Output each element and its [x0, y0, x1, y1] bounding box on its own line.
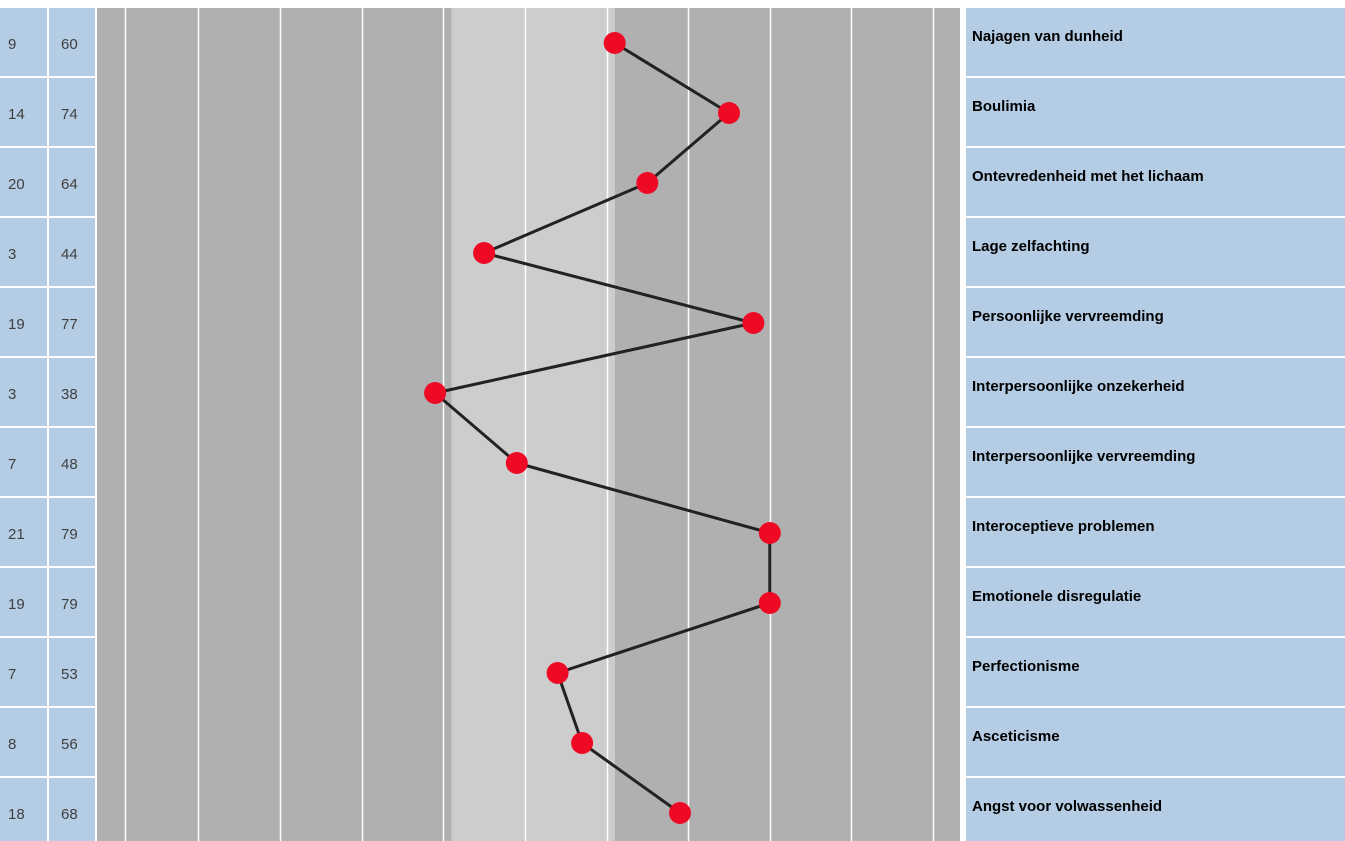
raw-score-cell: [0, 568, 47, 636]
raw-score-label: 8: [8, 736, 16, 753]
standard-score-label: 38: [61, 386, 78, 403]
standard-score-label: 44: [61, 246, 78, 263]
scale-label-cell: [966, 568, 1345, 636]
scale-name-label: Interpersoonlijke vervreemding: [972, 448, 1195, 465]
raw-score-cell: [0, 8, 47, 76]
standard-score-label: 79: [61, 596, 78, 613]
raw-score-label: 7: [8, 456, 16, 473]
scale-name-label: Interpersoonlijke onzekerheid: [972, 378, 1185, 395]
data-point-marker: [742, 312, 765, 334]
standard-score-cell: [49, 498, 95, 566]
raw-score-label: 19: [8, 316, 25, 333]
data-point-marker: [505, 452, 528, 474]
data-point-marker: [758, 592, 781, 614]
standard-score-label: 60: [61, 36, 78, 53]
scale-label-cell: [966, 78, 1345, 146]
scale-label-cell: [966, 218, 1345, 286]
scale-name-label: Lage zelfachting: [972, 238, 1090, 255]
scale-name-label: Najagen van dunheid: [972, 28, 1123, 45]
standard-score-cell: [49, 778, 95, 841]
scale-label-cell: [966, 778, 1345, 841]
scale-label-cell: [966, 148, 1345, 216]
standard-score-cell: [49, 218, 95, 286]
data-point-marker: [636, 172, 659, 194]
standard-score-label: 74: [61, 106, 78, 123]
data-point-marker: [718, 102, 740, 124]
raw-score-label: 3: [8, 246, 16, 263]
scale-name-label: Boulimia: [972, 98, 1036, 115]
plot-band: [614, 8, 960, 841]
scale-name-label: Persoonlijke vervreemding: [972, 308, 1164, 325]
standard-score-cell: [49, 8, 95, 76]
scale-name-label: Perfectionisme: [972, 658, 1080, 675]
data-point-marker: [571, 732, 594, 754]
raw-score-label: 7: [8, 666, 16, 683]
raw-score-cell: [0, 218, 47, 286]
data-point-marker: [546, 662, 569, 684]
scale-name-label: Interoceptieve problemen: [972, 518, 1155, 535]
data-point-marker: [603, 32, 626, 54]
raw-score-label: 21: [8, 526, 25, 543]
standard-score-cell: [49, 78, 95, 146]
raw-score-cell: [0, 498, 47, 566]
scale-label-cell: [966, 288, 1345, 356]
data-point-marker: [758, 522, 781, 544]
standard-score-cell: [49, 288, 95, 356]
data-point-marker: [424, 382, 447, 404]
raw-score-cell: [0, 358, 47, 426]
standard-score-label: 79: [61, 526, 78, 543]
standard-score-cell: [49, 568, 95, 636]
scale-label-cell: [966, 638, 1345, 706]
standard-score-cell: [49, 708, 95, 776]
plot-band: [97, 8, 452, 841]
scale-label-cell: [966, 708, 1345, 776]
standard-score-label: 68: [61, 806, 78, 823]
standard-score-cell: [49, 428, 95, 496]
standard-score-label: 53: [61, 666, 78, 683]
raw-score-label: 9: [8, 36, 16, 53]
scale-label-cell: [966, 8, 1345, 76]
raw-score-label: 14: [8, 106, 25, 123]
raw-score-cell: [0, 638, 47, 706]
scale-name-label: Ontevredenheid met het lichaam: [972, 168, 1204, 185]
raw-score-cell: [0, 148, 47, 216]
raw-score-cell: [0, 778, 47, 841]
standard-score-label: 48: [61, 456, 78, 473]
profile-line: [433, 41, 772, 815]
standard-score-label: 56: [61, 736, 78, 753]
standard-score-cell: [49, 148, 95, 216]
standard-score-cell: [49, 358, 95, 426]
scale-name-label: Emotionele disregulatie: [972, 588, 1141, 605]
data-point-marker: [473, 242, 496, 264]
standard-score-label: 77: [61, 316, 78, 333]
raw-score-cell: [0, 428, 47, 496]
data-point-marker: [669, 802, 691, 824]
scale-name-label: Angst voor volwassenheid: [972, 798, 1162, 815]
standard-score-cell: [49, 638, 95, 706]
plot-band: [451, 8, 615, 841]
scale-label-cell: [966, 498, 1345, 566]
raw-score-cell: [0, 288, 47, 356]
standard-score-label: 64: [61, 176, 78, 193]
raw-score-label: 3: [8, 386, 16, 403]
scale-label-cell: [966, 428, 1345, 496]
raw-score-cell: [0, 708, 47, 776]
raw-score-label: 18: [8, 806, 25, 823]
raw-score-label: 20: [8, 176, 25, 193]
raw-score-cell: [0, 78, 47, 146]
scale-label-cell: [966, 358, 1345, 426]
raw-score-label: 19: [8, 596, 25, 613]
scale-name-label: Asceticisme: [972, 728, 1060, 745]
